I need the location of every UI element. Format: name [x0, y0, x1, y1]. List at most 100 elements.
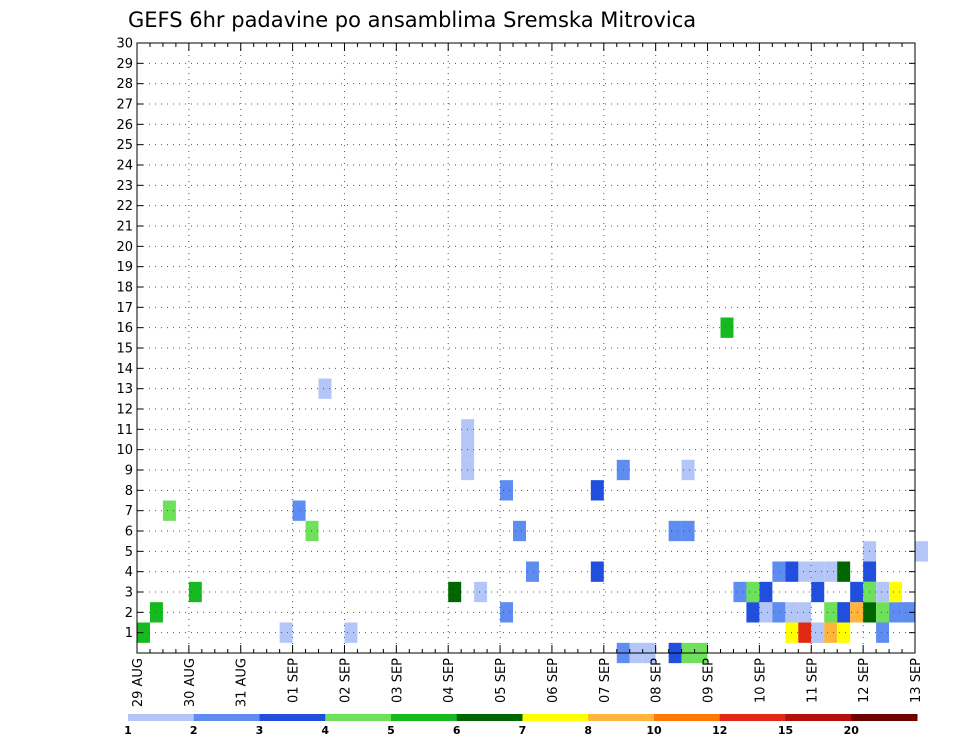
- colorbar-label: 3: [256, 724, 264, 737]
- x-tick-label: 10 SEP: [753, 658, 768, 703]
- colorbar-label: 8: [584, 724, 592, 737]
- y-tick-label: 30: [116, 37, 133, 52]
- heatmap-cell: [876, 581, 890, 603]
- heatmap-cell: [590, 480, 604, 501]
- heatmap-cell: [837, 622, 851, 643]
- y-tick-label: 16: [116, 321, 133, 336]
- heatmap-cell: [500, 602, 514, 623]
- heatmap-cell: [526, 561, 539, 582]
- heatmap-cell: [811, 561, 825, 582]
- y-tick-label: 21: [116, 220, 133, 235]
- y-tick-label: 29: [116, 57, 133, 72]
- colorbar-segment: [193, 714, 260, 721]
- colorbar-segment: [588, 714, 655, 721]
- colorbar-label: 7: [519, 724, 527, 737]
- heatmap-cell: [344, 622, 358, 643]
- x-tick-label: 29 AUG: [131, 658, 146, 707]
- heatmap-cell: [811, 622, 825, 643]
- grid-lines: [137, 42, 915, 653]
- heatmap-cell: [824, 622, 838, 643]
- colorbar-label: 20: [844, 724, 860, 737]
- heatmap-cell: [876, 622, 890, 643]
- y-tick-label: 24: [116, 159, 133, 174]
- y-tick-label: 19: [116, 260, 133, 275]
- heatmap-cell: [474, 581, 488, 603]
- y-tick-label: 3: [125, 586, 133, 601]
- heatmap-cell: [681, 459, 695, 481]
- x-tick-label: 01 SEP: [287, 658, 302, 703]
- y-tick-label: 1: [125, 626, 133, 641]
- heatmap-cell: [889, 602, 903, 623]
- x-tick-label: 30 AUG: [183, 658, 198, 707]
- colorbar-segment: [456, 714, 523, 721]
- x-tick-label: 02 SEP: [338, 658, 353, 703]
- y-axis: 1234567891011121314151617181920212223242…: [116, 37, 915, 641]
- x-axis: 29 AUG 30 AUG 31 AUG 01 SEP 02 SEP 03 SEP 04 S…: [131, 43, 924, 707]
- colorbar-label: 1: [124, 724, 132, 737]
- y-tick-label: 10: [116, 443, 133, 458]
- colorbar-segment: [785, 714, 852, 721]
- heatmap-cell: [798, 561, 812, 582]
- y-tick-label: 13: [116, 382, 133, 397]
- heatmap-cell: [824, 602, 838, 623]
- y-tick-label: 28: [116, 77, 133, 92]
- y-tick-label: 4: [125, 565, 133, 580]
- y-tick-label: 9: [125, 464, 133, 479]
- y-tick-label: 17: [116, 301, 133, 316]
- y-tick-label: 2: [125, 606, 133, 621]
- heatmap-cell: [798, 602, 812, 623]
- heatmap-cell: [850, 602, 864, 623]
- colorbar-segment: [325, 714, 392, 721]
- y-tick-label: 18: [116, 281, 133, 296]
- y-tick-label: 22: [116, 199, 133, 214]
- heatmap-cell: [149, 602, 163, 623]
- heatmap-cell: [759, 581, 773, 603]
- heatmap-cell: [188, 581, 202, 603]
- y-tick-label: 5: [125, 545, 133, 560]
- heatmap-cell: [681, 520, 695, 542]
- heatmap-cell: [513, 520, 526, 542]
- y-tick-label: 15: [116, 342, 133, 357]
- heatmap-cell: [733, 581, 747, 603]
- heatmap-cell: [305, 520, 319, 542]
- heatmap-cell: [811, 581, 825, 603]
- heatmap-cell: [746, 602, 760, 623]
- x-tick-label: 13 SEP: [909, 658, 924, 703]
- colorbar-label: 10: [646, 724, 662, 737]
- heatmap-cell: [889, 581, 903, 603]
- heatmap-cell: [876, 602, 890, 623]
- x-tick-label: 12 SEP: [857, 658, 872, 703]
- heatmap-cell: [772, 602, 786, 623]
- y-tick-label: 25: [116, 138, 133, 153]
- colorbar-label: 12: [712, 724, 727, 737]
- heatmap-cell: [850, 581, 864, 603]
- heatmap-cell: [746, 581, 760, 603]
- colorbar-label: 2: [190, 724, 198, 737]
- y-tick-label: 11: [116, 423, 133, 438]
- heatmap-cell: [837, 561, 851, 582]
- x-tick-label: 03 SEP: [390, 658, 405, 703]
- y-tick-label: 12: [116, 403, 133, 418]
- y-tick-label: 27: [116, 98, 133, 113]
- chart-title: GEFS 6hr padavine po ansamblima Sremska …: [128, 8, 696, 32]
- x-tick-label: 31 AUG: [235, 658, 250, 707]
- colorbar: 1 2 3 4 5 6 7 8 10 12 15 20: [124, 714, 918, 737]
- heatmap-cell: [824, 561, 838, 582]
- heatmap-cell: [837, 602, 851, 623]
- x-tick-label: 05 SEP: [494, 658, 509, 703]
- x-tick-label: 04 SEP: [442, 658, 457, 703]
- heatmap-cell: [772, 561, 786, 582]
- colorbar-segment: [128, 714, 195, 721]
- heatmap-cell: [759, 602, 773, 623]
- heatmap-cell: [668, 520, 682, 542]
- y-tick-label: 14: [116, 362, 133, 377]
- x-tick-label: 11 SEP: [805, 658, 820, 703]
- y-tick-label: 26: [116, 118, 133, 133]
- heatmap-cell: [318, 378, 332, 399]
- heatmap-cell: [915, 541, 928, 562]
- colorbar-label: 4: [321, 724, 329, 737]
- colorbar-segment: [522, 714, 589, 721]
- heatmap-cell: [162, 500, 176, 521]
- heatmap-cell: [500, 480, 514, 501]
